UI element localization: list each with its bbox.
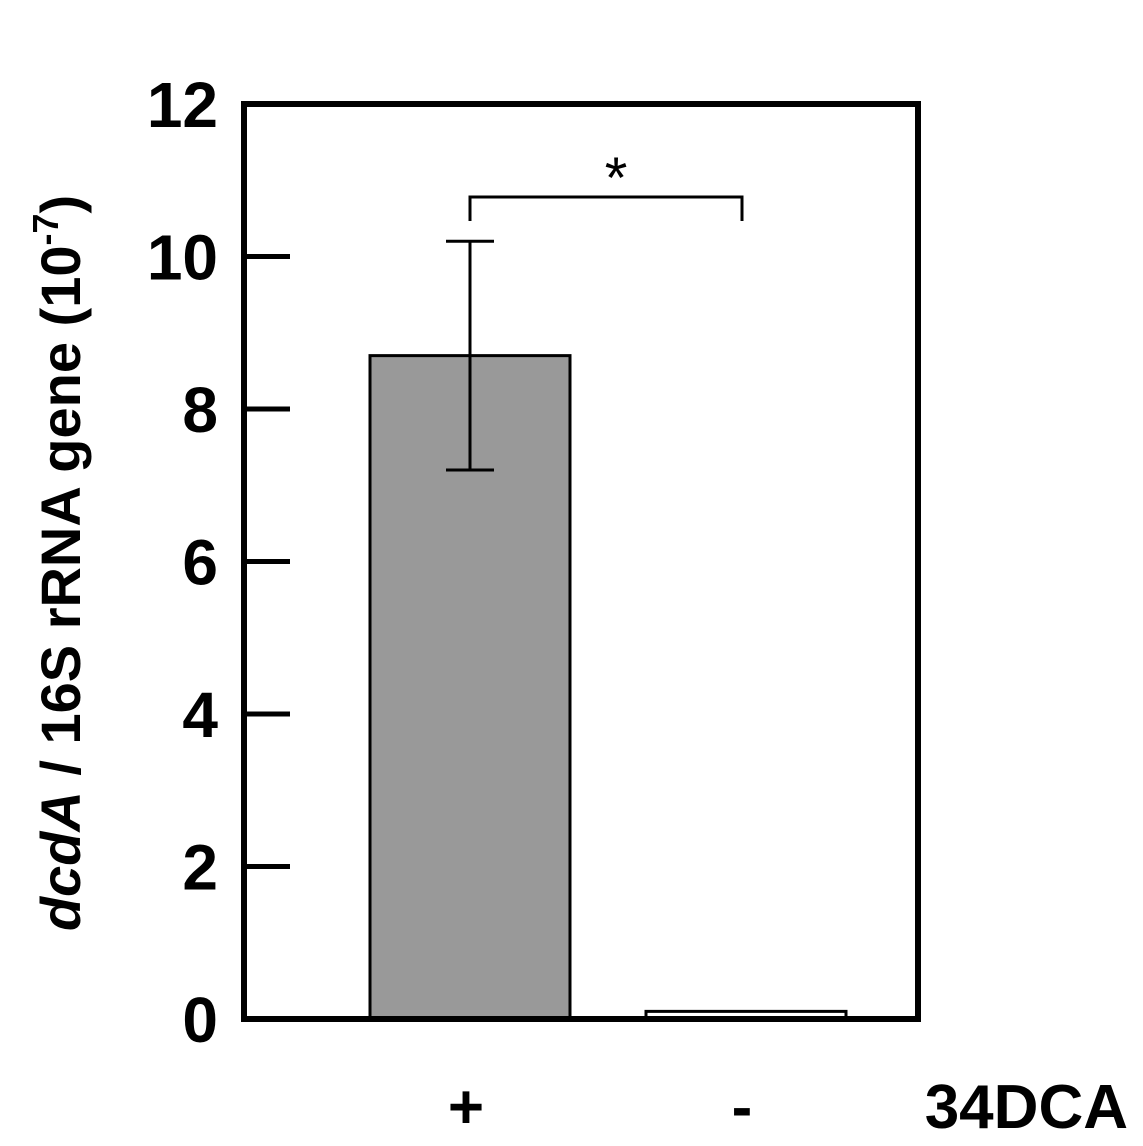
y-axis-ticks: 0 2 4 6 8 10 12 xyxy=(147,69,290,1056)
significance-bracket: * xyxy=(468,146,744,221)
y-tick-label: 2 xyxy=(182,832,218,904)
y-tick-label: 10 xyxy=(147,222,218,294)
y-tick-label: 8 xyxy=(182,374,218,446)
significance-line xyxy=(468,195,744,221)
error-bars xyxy=(446,239,494,472)
x-category-label: - xyxy=(732,1073,753,1142)
plot-frame xyxy=(241,101,921,1022)
y-axis-label-exponent: -7 xyxy=(25,213,66,245)
x-category-label: + xyxy=(448,1073,484,1142)
y-tick-label: 12 xyxy=(147,69,218,141)
y-tick-label: 4 xyxy=(182,679,218,751)
y-axis-label-gene: dcdA xyxy=(29,791,92,931)
y-axis-label-close: ) xyxy=(29,195,92,214)
y-tick-label: 0 xyxy=(182,984,218,1056)
x-category-labels: + - xyxy=(448,1073,752,1142)
y-axis-label: dcdA / 16S rRNA gene (10-7) xyxy=(25,195,92,931)
significance-star: * xyxy=(605,146,628,211)
y-tick-label: 6 xyxy=(182,527,218,599)
y-axis-label-text: / 16S rRNA gene (10 xyxy=(29,246,92,792)
bars xyxy=(368,354,848,1021)
x-axis-label: 34DCA xyxy=(925,1073,1128,1142)
